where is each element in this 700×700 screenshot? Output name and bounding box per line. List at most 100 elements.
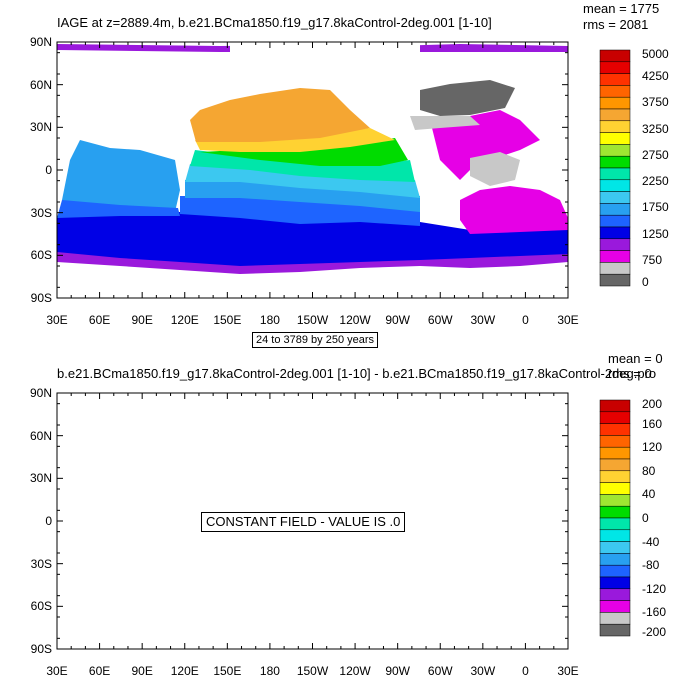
map1-lon-label: 150W [296, 313, 329, 327]
colorbar2-swatch [599, 564, 631, 578]
map2-lon-label: 30W [470, 664, 496, 678]
panel1-subtitle: 24 to 3789 by 250 years [252, 332, 379, 349]
region-atlantic-grey [470, 152, 520, 186]
colorbar1-swatch [599, 226, 631, 240]
colorbar1-swatch [599, 214, 631, 228]
colorbar1-swatch [599, 96, 631, 110]
map1-ticks [56, 41, 569, 299]
colorbar1-swatch [599, 179, 631, 192]
map1-lon-label: 30E [557, 313, 579, 327]
colorbar2-swatch [599, 494, 631, 507]
colorbar1-swatch [599, 144, 631, 157]
map1-lon-label: 150E [213, 313, 242, 327]
map2-lon-label: 120E [170, 664, 199, 678]
colorbar2-label: 40 [642, 487, 656, 502]
map2-lon-label: 30E [46, 664, 68, 678]
map1-lon-label: 180 [259, 313, 280, 327]
colorbar2-label: -160 [642, 605, 667, 620]
region-indian-ocean-south [57, 200, 180, 218]
map2-lat-label: 60N [29, 428, 52, 443]
region-southern-ocean [57, 212, 568, 266]
colorbar2-label: -40 [642, 534, 660, 549]
colorbar1-swatch [599, 61, 631, 74]
colorbar1-label: 3750 [642, 95, 669, 110]
region-north-atlantic-grey [410, 116, 480, 130]
colorbar2-swatch [599, 623, 631, 637]
colorbar2-swatch [599, 588, 631, 601]
colorbar1-swatch [599, 108, 631, 122]
colorbar1-swatch [599, 250, 631, 263]
map2-lon-label: 0 [522, 664, 529, 678]
map1-lon-label: 120E [170, 313, 199, 327]
map2-lon-label: 180 [259, 664, 280, 678]
map2-lon-label: 90E [131, 664, 153, 678]
map1-lon-label: 30W [470, 313, 496, 327]
colorbar2-label: 160 [642, 416, 663, 431]
map1-frame [56, 41, 569, 299]
constant-field-message: CONSTANT FIELD - VALUE IS .0 [201, 512, 406, 533]
map2-lon-label: 60W [427, 664, 453, 678]
colorbar1-label: 5000 [642, 47, 669, 61]
map2-lat-label: 30S [30, 556, 52, 571]
map1-lon-label: 0 [522, 313, 529, 327]
colorbar1-swatch [599, 273, 631, 287]
panel1-title: IAGE at z=2889.4m, b.e21.BCma1850.f19_g1… [57, 15, 492, 30]
map1-lon-label: 60E [88, 313, 111, 327]
region-north-equatorial-pacific [200, 138, 408, 166]
map1-lon-label: 90E [131, 313, 153, 327]
map1-field [57, 43, 568, 274]
map1-lat-label: 0 [45, 163, 52, 177]
colorbar1-swatch [599, 262, 631, 275]
map1-lat-label: 30S [30, 205, 52, 220]
map1-lat-label: 90N [29, 35, 52, 49]
map2-lat-label: 0 [45, 514, 52, 528]
map1-lon-label: 30E [46, 313, 68, 327]
region-equatorial-pacific [190, 150, 415, 182]
map2-lon-label: 30E [557, 664, 579, 678]
panel2-rms: rms = 0 [608, 366, 652, 381]
panel2-mean: mean = 0 [608, 351, 663, 366]
colorbar2-label: 200 [642, 397, 663, 411]
colorbar1-label: 2750 [642, 147, 669, 162]
colorbar1-swatch [599, 238, 631, 251]
colorbar1-label: 2250 [642, 174, 669, 189]
colorbar1-swatch [599, 155, 631, 169]
colorbar2-label: -200 [642, 625, 667, 639]
colorbar1-swatch [599, 73, 631, 86]
colorbar2-swatch [599, 517, 631, 531]
map2-lon-label: 60E [88, 664, 111, 678]
colorbar2-swatch [599, 399, 631, 413]
map2-lon-label: 120W [339, 664, 371, 678]
colorbar1-swatch [599, 85, 631, 98]
map2-lon-label: 150W [296, 664, 329, 678]
map2-lat-label: 30N [29, 471, 52, 486]
colorbar2-swatch [599, 446, 631, 460]
map1-lat-label: 60S [30, 248, 52, 263]
region-atlantic-south [460, 186, 568, 234]
panel1-rms: rms = 2081 [583, 17, 649, 32]
colorbar1-swatch [599, 120, 631, 133]
map2-lat-label: 60S [30, 599, 52, 614]
colorbar2-swatch [599, 411, 631, 424]
colorbar2-swatch [599, 600, 631, 613]
colorbar1-swatch [599, 191, 631, 204]
map1-lat-label: 30N [29, 120, 52, 135]
region-south-pacific-upper [185, 164, 420, 198]
map1-lat-label: 90S [30, 291, 52, 305]
region-arctic [57, 44, 568, 52]
map1-lon-label: 60W [427, 313, 453, 327]
region-antarctic-margin [57, 226, 568, 274]
map2-lon-label: 90W [385, 664, 410, 678]
colorbar2-swatch [599, 505, 631, 519]
colorbar2-swatch [599, 435, 631, 448]
colorbar2-label: -80 [642, 558, 660, 573]
colorbar1-swatch [599, 49, 631, 63]
colorbar2-label: 120 [642, 440, 663, 455]
region-north-pacific-low [195, 128, 395, 152]
panel2-title: b.e21.BCma1850.f19_g17.8kaControl-2deg.0… [57, 366, 657, 381]
colorbar2-label: 80 [642, 463, 656, 478]
